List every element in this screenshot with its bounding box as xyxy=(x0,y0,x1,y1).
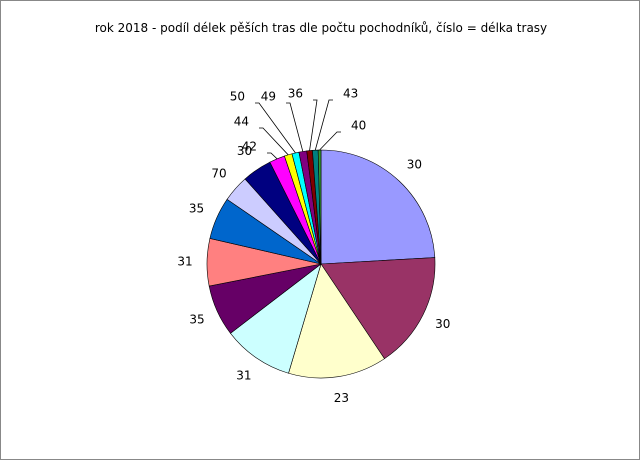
slice-label: 31 xyxy=(236,369,251,383)
slice-label: 30 xyxy=(237,144,252,158)
pie-slice xyxy=(320,257,436,360)
leader-line xyxy=(314,99,333,151)
slice-label: 70 xyxy=(211,167,226,181)
leader-line xyxy=(319,131,341,151)
slice-label: 35 xyxy=(189,202,204,216)
pie-slice xyxy=(317,149,322,265)
leader-line xyxy=(255,102,296,154)
slice-label: 35 xyxy=(189,312,204,326)
chart-title: rok 2018 - podíl délek pěších tras dle p… xyxy=(94,21,548,35)
slice-label: 23 xyxy=(334,391,349,405)
pie-slice xyxy=(288,263,385,379)
pie-slice xyxy=(320,149,436,265)
slice-label: 43 xyxy=(343,87,358,101)
slice-label: 40 xyxy=(351,119,366,133)
slice-label: 31 xyxy=(177,254,192,268)
slice-label: 42 xyxy=(242,140,257,154)
leader-line xyxy=(309,99,318,151)
leader-line xyxy=(286,102,304,152)
leader-line xyxy=(259,127,289,156)
slice-label: 49 xyxy=(261,90,276,104)
pie-slice xyxy=(230,263,322,374)
leader-line xyxy=(267,152,278,160)
slice-label: 30 xyxy=(435,317,450,331)
slice-label: 36 xyxy=(288,87,303,101)
slice-label: 30 xyxy=(407,158,422,172)
slice-label: 44 xyxy=(234,115,249,129)
slice-label: 50 xyxy=(230,90,245,104)
